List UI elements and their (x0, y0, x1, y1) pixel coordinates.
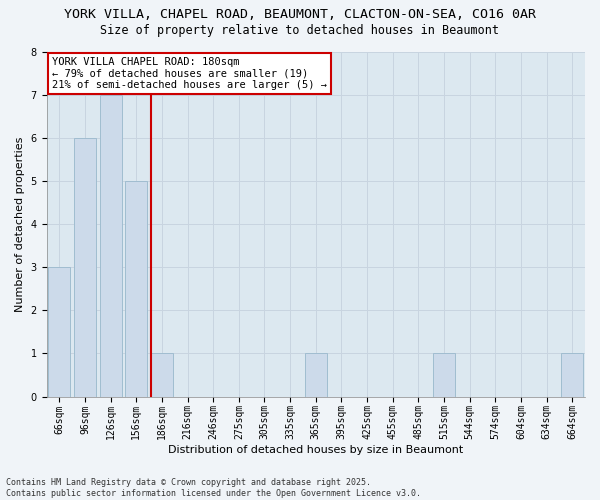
Bar (433, 354, 455, 397)
Text: YORK VILLA CHAPEL ROAD: 180sqm
← 79% of detached houses are smaller (19)
21% of : YORK VILLA CHAPEL ROAD: 180sqm ← 79% of … (52, 56, 327, 90)
X-axis label: Distribution of detached houses by size in Beaumont: Distribution of detached houses by size … (168, 445, 463, 455)
Bar (100, 94, 122, 397)
Bar (125, 181, 147, 396)
Bar (151, 354, 173, 397)
Bar (49, 267, 70, 396)
Text: Size of property relative to detached houses in Beaumont: Size of property relative to detached ho… (101, 24, 499, 37)
Text: Contains HM Land Registry data © Crown copyright and database right 2025.
Contai: Contains HM Land Registry data © Crown c… (6, 478, 421, 498)
Bar (561, 354, 583, 397)
Text: YORK VILLA, CHAPEL ROAD, BEAUMONT, CLACTON-ON-SEA, CO16 0AR: YORK VILLA, CHAPEL ROAD, BEAUMONT, CLACT… (64, 8, 536, 20)
Bar (74, 138, 96, 396)
Y-axis label: Number of detached properties: Number of detached properties (15, 136, 25, 312)
Bar (305, 354, 326, 397)
